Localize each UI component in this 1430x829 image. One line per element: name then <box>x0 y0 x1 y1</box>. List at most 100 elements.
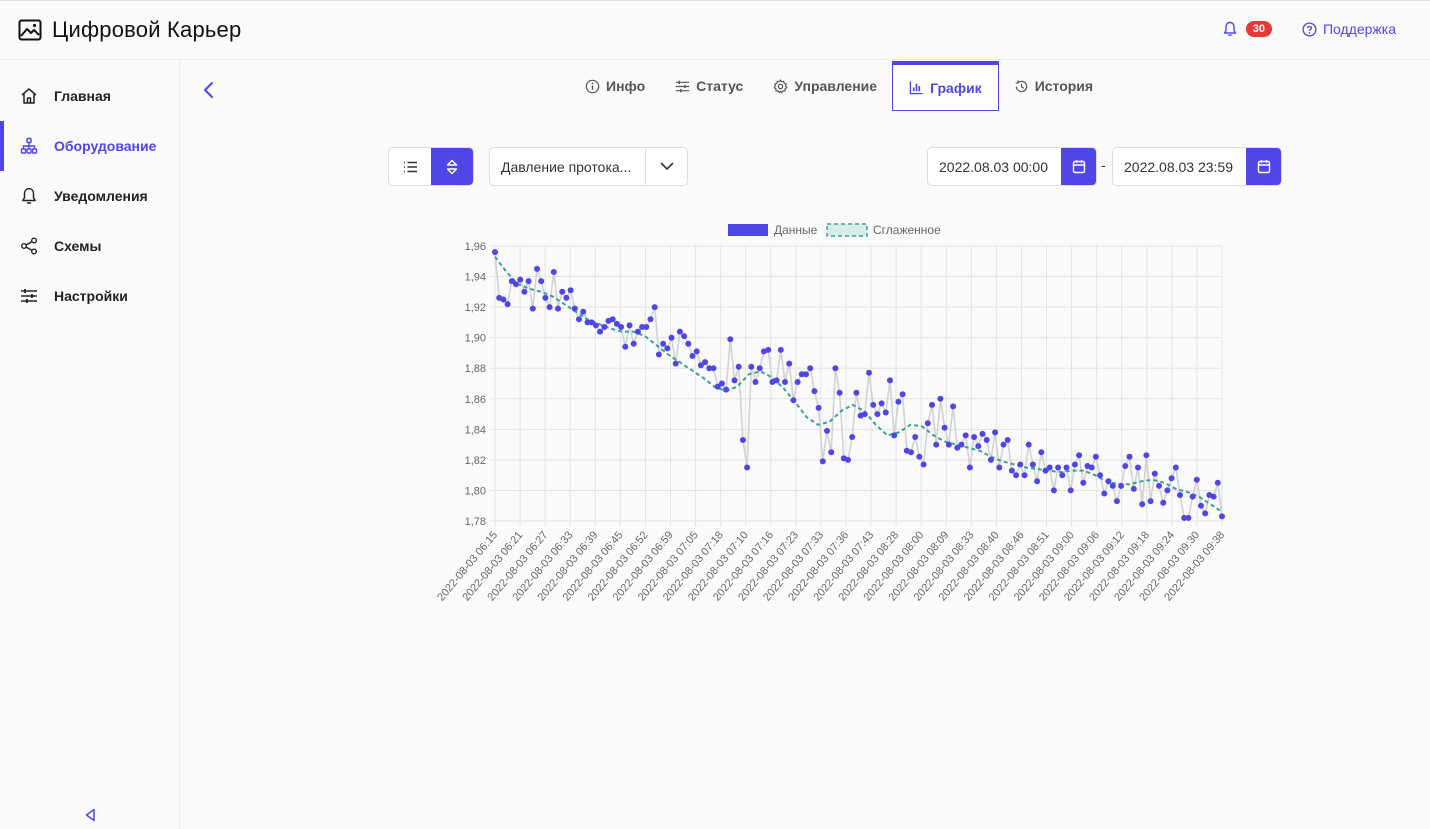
data-point <box>1080 479 1087 486</box>
data-point <box>1021 472 1028 479</box>
data-point <box>639 324 646 330</box>
chevron-down-icon <box>660 162 673 171</box>
data-point <box>676 328 683 335</box>
sliders-icon <box>675 80 690 92</box>
data-point <box>1097 472 1104 479</box>
data-point <box>1071 461 1078 468</box>
hierarchy-icon <box>20 137 38 154</box>
data-point <box>584 319 591 326</box>
data-point <box>794 379 801 385</box>
tab-label: Инфо <box>606 78 646 94</box>
chart-view-button[interactable] <box>431 148 473 185</box>
data-point <box>1219 513 1225 520</box>
data-point <box>685 340 692 347</box>
notifications-button[interactable]: 30 <box>1222 21 1272 37</box>
data-point <box>853 389 860 396</box>
calendar-icon <box>1072 160 1085 174</box>
sort-icon <box>446 159 458 174</box>
support-label: Поддержка <box>1322 21 1396 37</box>
data-point <box>681 333 688 340</box>
tab-status[interactable]: Статус <box>660 61 758 111</box>
data-point <box>1055 464 1062 471</box>
tab-control[interactable]: Управление <box>758 61 892 111</box>
sidebar-item-schemes[interactable]: Схемы <box>0 221 179 271</box>
data-point <box>1101 490 1108 497</box>
y-tick-label: 1,86 <box>465 394 486 406</box>
list-view-button[interactable] <box>389 148 431 185</box>
sidebar-item-notifications[interactable]: Уведомления <box>0 171 179 221</box>
data-point <box>1013 472 1020 479</box>
tab-chart[interactable]: График <box>892 61 999 111</box>
parameter-select[interactable]: Давление протока... <box>489 147 688 186</box>
data-point <box>1185 514 1192 521</box>
pressure-chart: 1,96 1,94 1,92 1,90 1,88 1,86 1,84 1,82 1,80 1,78… <box>435 223 1227 603</box>
parameter-select-value: Давление протока... <box>501 158 632 175</box>
data-point <box>1004 437 1011 443</box>
list-icon <box>403 161 417 172</box>
gear-icon <box>773 78 788 93</box>
date-from-calendar-button[interactable] <box>1061 148 1096 185</box>
sidebar-collapse-button[interactable] <box>84 808 96 827</box>
data-point <box>546 304 553 311</box>
data-point <box>1042 467 1049 474</box>
y-tick-label: 1,96 <box>465 241 486 253</box>
data-point <box>1172 464 1179 471</box>
data-point <box>1025 441 1032 448</box>
series-smoothed-line <box>494 256 1223 513</box>
data-point <box>1076 452 1083 459</box>
data-point <box>941 424 948 431</box>
data-point <box>555 305 561 312</box>
home-icon <box>21 88 37 104</box>
data-point <box>1109 482 1116 489</box>
sidebar-item-settings[interactable]: Настройки <box>0 271 179 321</box>
tab-label: Статус <box>696 78 744 94</box>
date-to-input[interactable] <box>1113 148 1246 185</box>
data-point <box>534 265 540 272</box>
sliders-icon <box>21 289 37 303</box>
data-point <box>1046 464 1053 471</box>
data-point <box>1050 487 1057 494</box>
data-point <box>672 360 679 367</box>
info-icon <box>585 79 600 93</box>
sidebar-item-equipment[interactable]: Оборудование <box>0 121 179 171</box>
data-point <box>1139 501 1146 508</box>
app-logo[interactable]: Цифровой Карьер <box>18 17 241 43</box>
data-point <box>567 287 574 294</box>
select-arrow <box>645 148 687 185</box>
data-point <box>1113 498 1120 505</box>
data-point <box>580 308 587 315</box>
back-button[interactable] <box>200 80 218 105</box>
help-circle-icon <box>1302 21 1317 37</box>
data-point <box>601 324 608 330</box>
sidebar-item-home[interactable]: Главная <box>0 71 179 121</box>
support-link[interactable]: Поддержка <box>1302 21 1396 37</box>
tab-bar: Инфо Статус Управление График История <box>570 61 1108 111</box>
data-point <box>861 411 868 418</box>
data-point <box>689 353 696 359</box>
tab-history[interactable]: История <box>999 61 1108 111</box>
data-point <box>765 346 772 353</box>
data-point <box>748 363 755 370</box>
data-point <box>1000 441 1007 448</box>
data-point <box>777 346 784 353</box>
data-point <box>542 294 549 301</box>
data-point <box>945 441 952 448</box>
date-from-input[interactable] <box>928 148 1061 185</box>
data-point <box>563 294 570 301</box>
data-point <box>1122 463 1129 469</box>
data-point <box>618 324 625 330</box>
data-point <box>836 389 843 396</box>
notifications-badge: 30 <box>1245 21 1272 37</box>
data-point <box>592 322 599 329</box>
data-point <box>832 365 839 372</box>
date-to-calendar-button[interactable] <box>1246 148 1281 185</box>
data-point <box>571 305 578 312</box>
tab-info[interactable]: Инфо <box>570 61 660 111</box>
data-point <box>958 441 965 448</box>
data-point <box>811 388 818 395</box>
data-point <box>962 432 969 439</box>
data-point <box>979 430 986 437</box>
data-point <box>786 360 793 367</box>
y-tick-label: 1,92 <box>465 302 486 314</box>
data-point <box>1118 482 1125 489</box>
